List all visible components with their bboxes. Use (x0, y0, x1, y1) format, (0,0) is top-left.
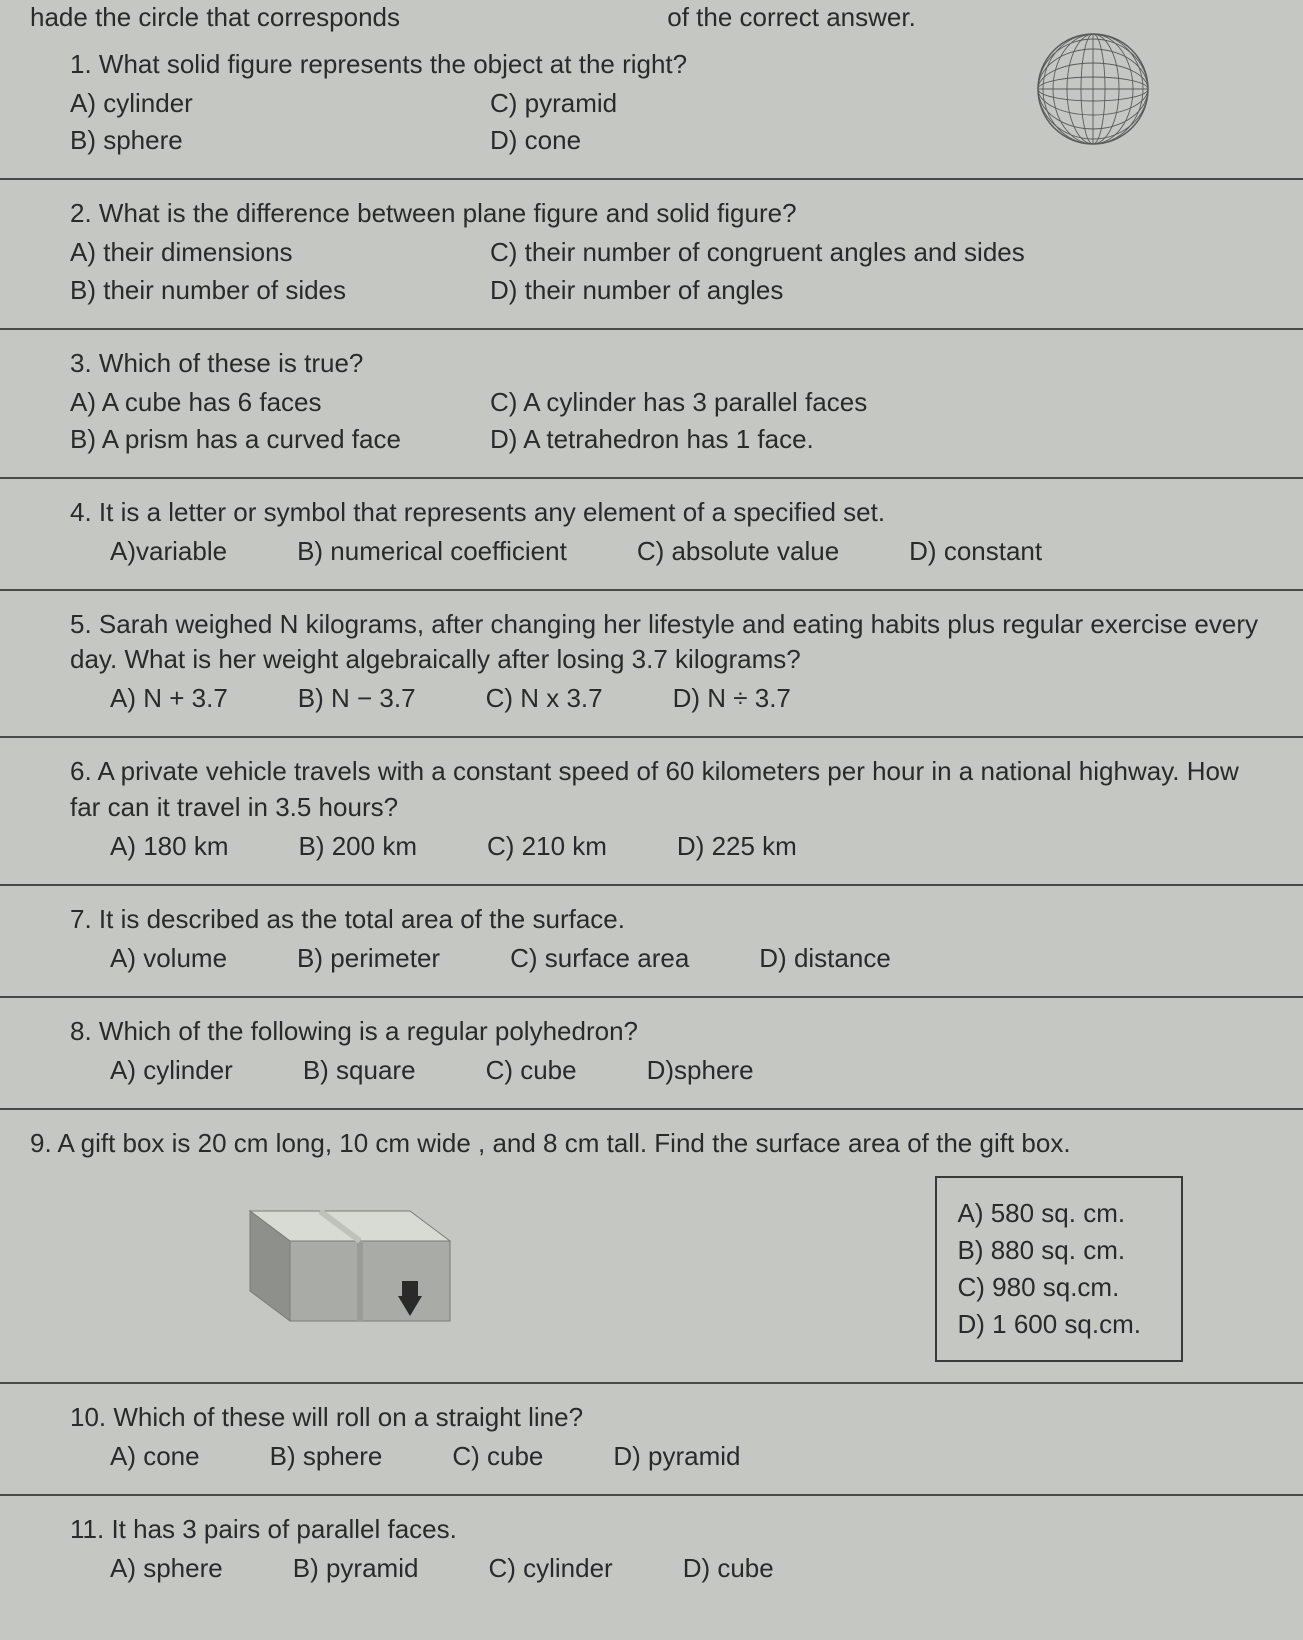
q10-option-d[interactable]: D) pyramid (613, 1439, 740, 1474)
q5-option-d[interactable]: D) N ÷ 3.7 (673, 681, 791, 716)
q10-option-b[interactable]: B) sphere (270, 1439, 383, 1474)
question-8: 8. Which of the following is a regular p… (30, 1004, 1273, 1102)
q11-option-a[interactable]: A) sphere (110, 1551, 223, 1586)
sphere-icon (1033, 29, 1153, 149)
q3-option-a[interactable]: A) A cube has 6 faces (70, 385, 470, 420)
q8-text: 8. Which of the following is a regular p… (70, 1014, 1273, 1049)
divider (0, 736, 1303, 738)
worksheet-page: hade the circle that corresponds of the … (0, 0, 1303, 1640)
q10-text: 10. Which of these will roll on a straig… (70, 1400, 1273, 1435)
q2-option-d[interactable]: D) their number of angles (490, 273, 1273, 308)
q7-option-b[interactable]: B) perimeter (297, 941, 440, 976)
q8-option-b[interactable]: B) square (303, 1053, 416, 1088)
q11-option-c[interactable]: C) cylinder (488, 1551, 612, 1586)
question-7: 7. It is described as the total area of … (30, 892, 1273, 990)
q5-option-c[interactable]: C) N x 3.7 (486, 681, 603, 716)
q9-option-b[interactable]: B) 880 sq. cm. (957, 1233, 1141, 1268)
divider (0, 589, 1303, 591)
q2-option-a[interactable]: A) their dimensions (70, 235, 470, 270)
divider (0, 1108, 1303, 1110)
q6-option-b[interactable]: B) 200 km (299, 829, 418, 864)
divider (0, 178, 1303, 180)
q7-option-c[interactable]: C) surface area (510, 941, 689, 976)
divider (0, 996, 1303, 998)
q8-option-a[interactable]: A) cylinder (110, 1053, 233, 1088)
q7-option-a[interactable]: A) volume (110, 941, 227, 976)
q8-option-d[interactable]: D)sphere (647, 1053, 754, 1088)
q10-option-a[interactable]: A) cone (110, 1439, 200, 1474)
question-3: 3. Which of these is true? A) A cube has… (30, 336, 1273, 471)
question-5: 5. Sarah weighed N kilograms, after chan… (30, 597, 1273, 730)
q11-text: 11. It has 3 pairs of parallel faces. (70, 1512, 1273, 1547)
q8-option-c[interactable]: C) cube (486, 1053, 577, 1088)
question-10: 10. Which of these will roll on a straig… (30, 1390, 1273, 1488)
q2-text: 2. What is the difference between plane … (70, 196, 1273, 231)
q4-option-c[interactable]: C) absolute value (637, 534, 839, 569)
q7-text: 7. It is described as the total area of … (70, 902, 1273, 937)
question-1: 1. What solid figure represents the obje… (30, 37, 1273, 172)
divider (0, 477, 1303, 479)
q1-option-d[interactable]: D) cone (490, 123, 1273, 158)
q9-option-a[interactable]: A) 580 sq. cm. (957, 1196, 1141, 1231)
divider (0, 884, 1303, 886)
question-4: 4. It is a letter or symbol that represe… (30, 485, 1273, 583)
q11-option-d[interactable]: D) cube (683, 1551, 774, 1586)
q3-option-d[interactable]: D) A tetrahedron has 1 face. (490, 422, 1273, 457)
q7-option-d[interactable]: D) distance (759, 941, 891, 976)
question-11: 11. It has 3 pairs of parallel faces. A)… (30, 1502, 1273, 1600)
q11-option-b[interactable]: B) pyramid (293, 1551, 419, 1586)
q9-text: 9. A gift box is 20 cm long, 10 cm wide … (30, 1126, 1273, 1161)
q5-text: 5. Sarah weighed N kilograms, after chan… (70, 607, 1273, 677)
q6-text: 6. A private vehicle travels with a cons… (70, 754, 1273, 824)
q1-option-c[interactable]: C) pyramid (490, 86, 1273, 121)
gift-box-icon (190, 1171, 490, 1341)
question-2: 2. What is the difference between plane … (30, 186, 1273, 321)
divider (0, 1494, 1303, 1496)
q5-option-a[interactable]: A) N + 3.7 (110, 681, 228, 716)
q4-option-d[interactable]: D) constant (909, 534, 1042, 569)
divider (0, 328, 1303, 330)
q3-text: 3. Which of these is true? (70, 346, 1273, 381)
q10-option-c[interactable]: C) cube (452, 1439, 543, 1474)
question-6: 6. A private vehicle travels with a cons… (30, 744, 1273, 877)
q9-answer-box: A) 580 sq. cm. B) 880 sq. cm. C) 980 sq.… (935, 1176, 1183, 1362)
q3-option-c[interactable]: C) A cylinder has 3 parallel faces (490, 385, 1273, 420)
q6-option-d[interactable]: D) 225 km (677, 829, 797, 864)
q5-option-b[interactable]: B) N − 3.7 (298, 681, 416, 716)
q2-option-c[interactable]: C) their number of congruent angles and … (490, 235, 1273, 270)
q3-option-b[interactable]: B) A prism has a curved face (70, 422, 470, 457)
q1-option-a[interactable]: A) cylinder (70, 86, 470, 121)
q1-option-b[interactable]: B) sphere (70, 123, 470, 158)
q6-option-c[interactable]: C) 210 km (487, 829, 607, 864)
q6-option-a[interactable]: A) 180 km (110, 829, 229, 864)
q9-option-c[interactable]: C) 980 sq.cm. (957, 1270, 1141, 1305)
q4-option-a[interactable]: A)variable (110, 534, 227, 569)
q9-option-d[interactable]: D) 1 600 sq.cm. (957, 1307, 1141, 1342)
q4-text: 4. It is a letter or symbol that represe… (70, 495, 1273, 530)
question-9: 9. A gift box is 20 cm long, 10 cm wide … (30, 1116, 1273, 1376)
instruction-right: of the correct answer. (667, 2, 916, 32)
q2-option-b[interactable]: B) their number of sides (70, 273, 470, 308)
divider (0, 1382, 1303, 1384)
q4-option-b[interactable]: B) numerical coefficient (297, 534, 567, 569)
instruction-left: hade the circle that corresponds (30, 2, 400, 32)
